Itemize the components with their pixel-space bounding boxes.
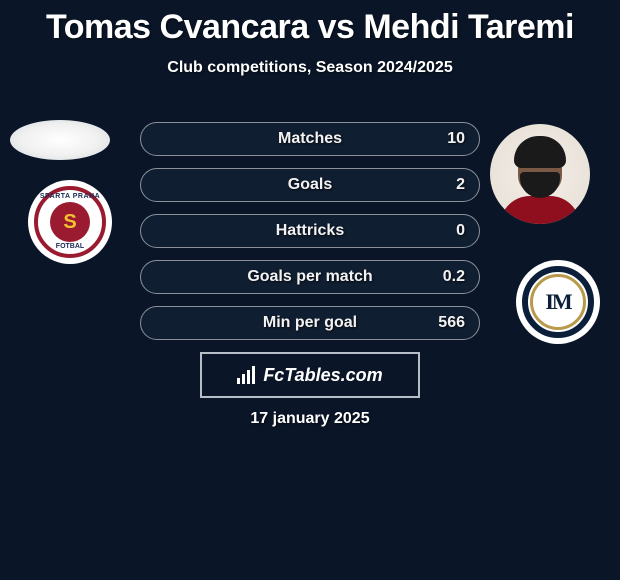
stat-label: Hattricks (141, 215, 479, 247)
stat-row: Hattricks 0 (140, 214, 480, 248)
player-left-avatar (10, 120, 110, 160)
stats-list: Matches 10 Goals 2 Hattricks 0 Goals per… (140, 122, 480, 352)
subtitle: Club competitions, Season 2024/2025 (0, 59, 620, 77)
sparta-ring-text-top: SPARTA PRAHA (40, 193, 100, 200)
club-left-badge: SPARTA PRAHA S FOTBAL (28, 180, 112, 264)
sparta-badge: SPARTA PRAHA S FOTBAL (34, 186, 106, 258)
stat-label: Min per goal (141, 307, 479, 339)
avatar-beard (520, 172, 560, 198)
player-right-avatar (490, 124, 590, 224)
brand-text: FcTables.com (263, 365, 382, 386)
stat-row: Matches 10 (140, 122, 480, 156)
avatar-hair (514, 136, 566, 168)
comparison-card: Tomas Cvancara vs Mehdi Taremi Club comp… (0, 0, 620, 580)
stat-label: Goals per match (141, 261, 479, 293)
stat-value: 2 (456, 169, 465, 201)
stat-value: 10 (447, 123, 465, 155)
brand-badge: FcTables.com (200, 352, 420, 398)
avatar-shirt (500, 196, 580, 224)
stat-value: 0 (456, 215, 465, 247)
inter-gold-ring (530, 274, 586, 330)
sparta-ring-text-bottom: FOTBAL (56, 243, 84, 250)
stat-value: 0.2 (443, 261, 465, 293)
bars-icon (237, 366, 255, 384)
date-text: 17 january 2025 (0, 410, 620, 428)
stat-row: Goals per match 0.2 (140, 260, 480, 294)
stat-label: Goals (141, 169, 479, 201)
club-right-badge: IM (516, 260, 600, 344)
stat-label: Matches (141, 123, 479, 155)
page-title: Tomas Cvancara vs Mehdi Taremi (0, 0, 620, 47)
stat-value: 566 (438, 307, 465, 339)
stat-row: Min per goal 566 (140, 306, 480, 340)
sparta-center-letter: S (50, 202, 90, 242)
inter-badge: IM (522, 266, 594, 338)
stat-row: Goals 2 (140, 168, 480, 202)
